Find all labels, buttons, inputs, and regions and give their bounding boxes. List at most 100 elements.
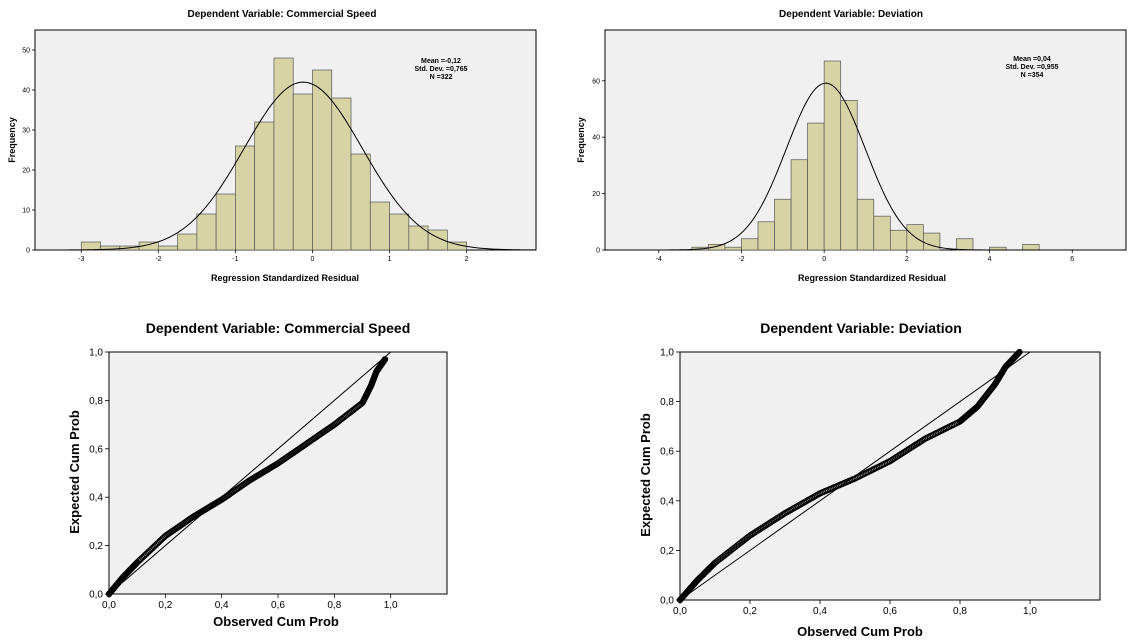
histogram-bar bbox=[889, 229, 908, 251]
x-axis-label: Regression Standardized Residual bbox=[211, 273, 359, 283]
x-tick-label: -2 bbox=[738, 256, 744, 263]
x-tick-label: 2 bbox=[905, 256, 909, 263]
y-tick-label: 0,2 bbox=[660, 546, 674, 557]
histogram-bar bbox=[196, 213, 217, 251]
data-point bbox=[1015, 350, 1022, 357]
chart-title: Dependent Variable: Commercial Speed bbox=[146, 320, 411, 336]
histogram-bar bbox=[1022, 244, 1040, 251]
x-tick-label: 0,8 bbox=[327, 600, 341, 611]
y-tick-label: 0,6 bbox=[89, 444, 103, 455]
histogram-bar bbox=[774, 198, 792, 251]
y-tick-label: 0,4 bbox=[89, 493, 103, 504]
histogram-deviation: Dependent Variable: Deviation Regression… bbox=[576, 9, 1127, 283]
y-tick-label: 0,8 bbox=[660, 397, 674, 408]
y-tick-label: 0 bbox=[26, 248, 30, 255]
x-tick-label: -4 bbox=[656, 256, 662, 263]
stats-n: N =354 bbox=[1021, 72, 1044, 79]
y-axis-label: Frequency bbox=[576, 117, 586, 163]
x-tick-label: 0,2 bbox=[158, 600, 172, 611]
x-tick-label: -3 bbox=[78, 256, 84, 263]
histogram-bar bbox=[350, 153, 371, 251]
histogram-bar bbox=[757, 221, 775, 251]
histogram-bar bbox=[254, 121, 275, 251]
histogram-bar bbox=[408, 225, 429, 251]
histogram-bars bbox=[80, 57, 467, 251]
pp-plot-deviation: Dependent Variable: Deviation Observed C… bbox=[638, 320, 1101, 639]
y-tick-label: 0,8 bbox=[89, 396, 103, 407]
x-tick-label: 0 bbox=[311, 256, 315, 263]
stats-std-dev: Std. Dev. =0,765 bbox=[415, 66, 468, 73]
histogram-bar bbox=[790, 159, 808, 251]
y-tick-label: 30 bbox=[22, 128, 30, 135]
histogram-bar bbox=[331, 97, 352, 251]
histogram-bars bbox=[691, 60, 1040, 251]
x-tick-label: 0 bbox=[822, 256, 826, 263]
normal-curve bbox=[605, 82, 1126, 251]
y-tick-label: 20 bbox=[22, 168, 30, 175]
data-point bbox=[132, 561, 139, 568]
y-axis-label: Frequency bbox=[7, 117, 17, 163]
y-tick-label: 0,2 bbox=[89, 541, 103, 552]
y-axis-label: Expected Cum Prob bbox=[638, 413, 653, 537]
y-tick-label: 40 bbox=[592, 135, 600, 142]
histogram-bar bbox=[807, 122, 825, 251]
y-tick-label: 0,4 bbox=[660, 496, 674, 507]
x-tick-label: 1,0 bbox=[384, 600, 398, 611]
y-tick-label: 40 bbox=[22, 88, 30, 95]
x-axis-label: Observed Cum Prob bbox=[797, 624, 923, 639]
y-tick-label: 60 bbox=[592, 78, 600, 85]
x-tick-label: 1 bbox=[388, 256, 392, 263]
x-tick-label: 0,0 bbox=[673, 606, 687, 617]
histogram-bar bbox=[823, 60, 842, 251]
plot-area bbox=[679, 351, 1101, 601]
histogram-bar bbox=[215, 193, 236, 251]
histogram-bar bbox=[157, 245, 178, 251]
y-tick-label: 10 bbox=[22, 208, 30, 215]
data-point bbox=[1015, 349, 1023, 356]
histogram-bar bbox=[741, 238, 759, 251]
y-tick-label: 0,0 bbox=[660, 596, 674, 607]
reference-line bbox=[108, 351, 391, 595]
chart-title: Dependent Variable: Deviation bbox=[779, 9, 923, 20]
x-tick-label: 0,0 bbox=[102, 600, 116, 611]
observed-points bbox=[676, 348, 1023, 604]
y-tick-label: 0,0 bbox=[89, 590, 103, 601]
stats-std-dev: Std. Dev. =0,955 bbox=[1006, 64, 1059, 71]
x-tick-label: 6 bbox=[1070, 256, 1074, 263]
chart-title: Dependent Variable: Commercial Speed bbox=[188, 9, 377, 20]
x-tick-label: 0,4 bbox=[215, 600, 229, 611]
histogram-bar bbox=[235, 145, 256, 251]
x-tick-label: 0,2 bbox=[743, 606, 757, 617]
histogram-bar bbox=[273, 57, 294, 251]
x-tick-label: -2 bbox=[155, 256, 161, 263]
normal-curve bbox=[35, 81, 537, 251]
histogram-bar bbox=[80, 241, 101, 251]
histogram-bar bbox=[369, 201, 390, 251]
x-tick-label: 1,0 bbox=[1023, 606, 1037, 617]
x-tick-label: 2 bbox=[465, 256, 469, 263]
y-tick-label: 0,6 bbox=[660, 447, 674, 458]
histogram-bar bbox=[389, 213, 410, 251]
y-tick-label: 50 bbox=[22, 48, 30, 55]
x-tick-label: 0,6 bbox=[883, 606, 897, 617]
histogram-bar bbox=[956, 238, 974, 251]
y-tick-label: 0 bbox=[596, 248, 600, 255]
x-tick-label: 0,8 bbox=[953, 606, 967, 617]
chart-title: Dependent Variable: Deviation bbox=[760, 320, 962, 336]
histogram-bar bbox=[724, 246, 742, 251]
data-point bbox=[381, 356, 389, 363]
histogram-bar bbox=[840, 100, 858, 251]
histogram-bar bbox=[856, 198, 875, 251]
pp-plot-commercial-speed: Dependent Variable: Commercial Speed Obs… bbox=[67, 320, 448, 629]
x-tick-label: 4 bbox=[988, 256, 992, 263]
x-axis-label: Observed Cum Prob bbox=[213, 614, 339, 629]
data-point bbox=[1016, 348, 1023, 356]
y-tick-label: 1,0 bbox=[660, 348, 674, 359]
stats-mean: Mean =0,04 bbox=[1013, 56, 1051, 63]
x-tick-label: 0,6 bbox=[271, 600, 285, 611]
plot-area bbox=[108, 351, 448, 595]
observed-points bbox=[105, 356, 389, 598]
x-tick-label: 0,4 bbox=[813, 606, 827, 617]
stats-n: N =322 bbox=[430, 74, 453, 81]
